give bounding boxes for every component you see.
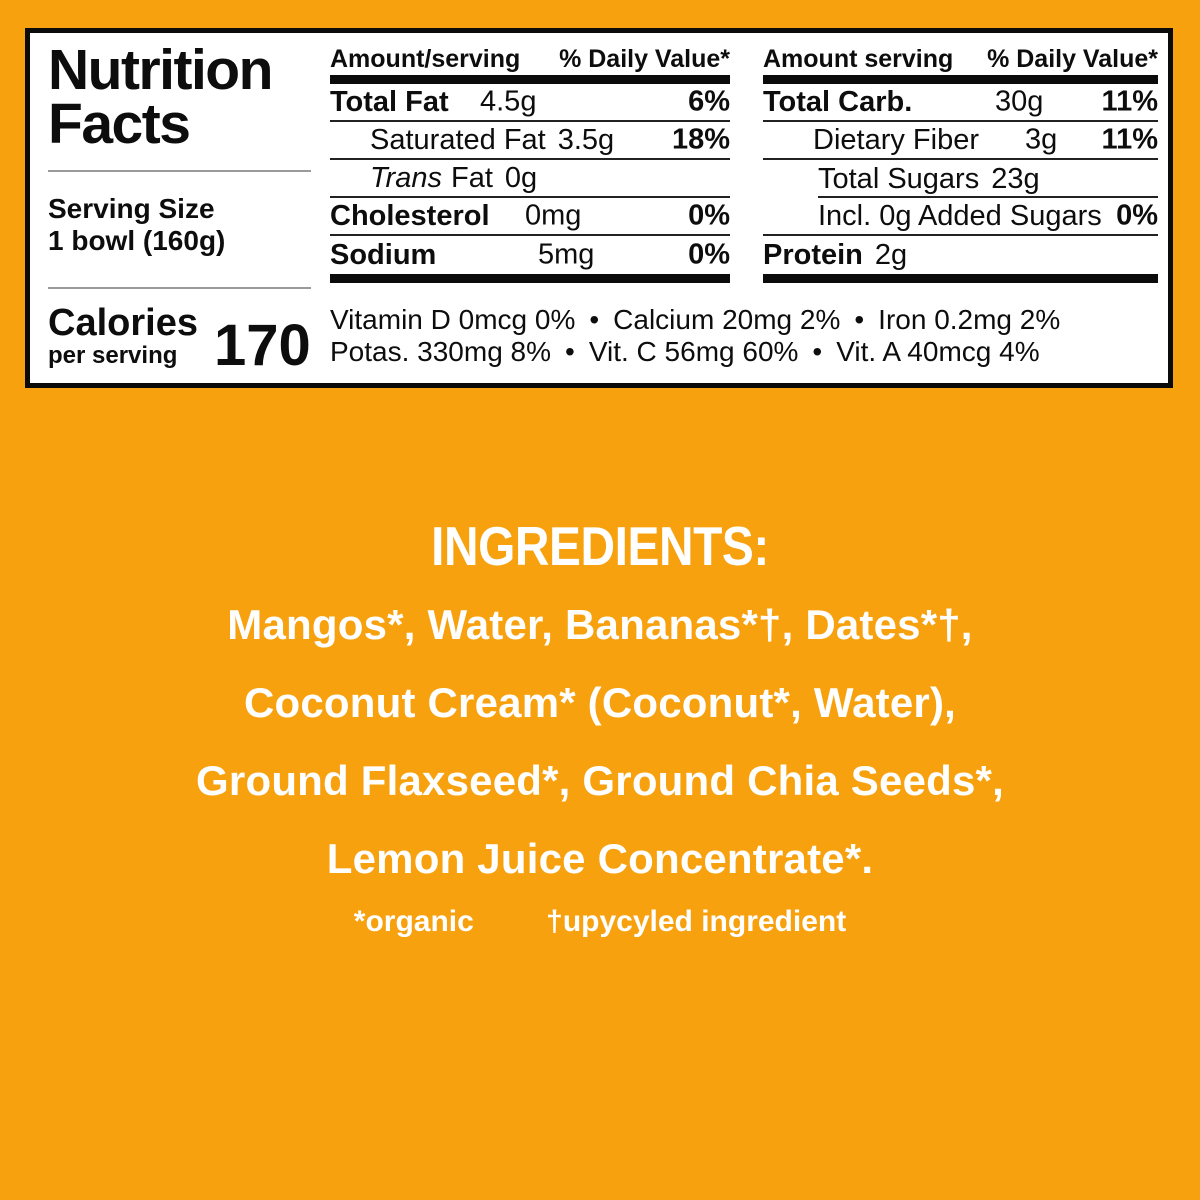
column-header: Amount/serving % Daily Value* [330,45,730,75]
micronutrients-line-1: Vitamin D 0mcg 0% • Calcium 20mg 2% • Ir… [330,304,1061,335]
serving-size-label: Serving Size [48,193,215,224]
nutrient-row-cholesterol: Cholesterol 0mg 0% [330,198,730,236]
nutrient-name: Saturated Fat [370,123,546,156]
nutrient-row-total-sugars: Total Sugars 23g [763,160,1158,198]
nutrient-name: Total Carb. [763,85,913,118]
micronutrients-block: Vitamin D 0mcg 0% • Calcium 20mg 2% • Ir… [330,304,1162,368]
column-header: Amount serving % Daily Value* [763,45,1158,75]
thick-rule [330,75,730,84]
nutrient-amount: 0g [504,161,538,194]
nutrient-column-carb: Amount serving % Daily Value* Total Carb… [763,45,1158,283]
calories-block: Calories per serving 170 [48,304,311,378]
nutrient-amount: 30g [995,85,1044,118]
nutrient-name: Dietary Fiber [813,123,979,156]
footnote-upcycled: †upycyled ingredient [546,905,847,938]
nutrient-row-protein: Protein 2g [763,236,1158,274]
daily-value: 18% [671,123,730,156]
nutrient-name: Cholesterol [330,199,490,232]
ingredients-footnote: *organic †upycyled ingredient [0,905,1200,939]
amount-serving-header: Amount serving [763,45,954,73]
divider [48,170,311,172]
ingredients-line: Coconut Cream* (Coconut*, Water), [243,679,957,726]
daily-value-header: % Daily Value* [987,45,1158,73]
amount-serving-header: Amount/serving [330,45,521,73]
thick-rule [330,274,730,283]
nutrient-amount: 2g [874,238,908,271]
title-line-1: Nutrition [48,38,273,102]
nutrient-name: Total Sugars [818,162,980,195]
nutrient-row-added-sugars: Incl. 0g Added Sugars 0% [763,198,1158,236]
micronutrients-line-2: Potas. 330mg 8% • Vit. C 56mg 60% • Vit.… [330,336,1040,367]
nutrient-row-saturated-fat: Saturated Fat 3.5g 18% [330,122,730,160]
ingredients-list: Mangos*, Water, Bananas*†, Dates*†, Coco… [0,586,1200,898]
calories-value: 170 [213,313,311,378]
nutrient-row-total-carb: Total Carb. 30g 11% [763,84,1158,122]
nutrient-amount: 5mg [538,238,595,271]
nutrient-row-trans-fat: Trans Fat 0g [330,160,730,198]
nutrient-name-italic: Trans [370,161,442,194]
nutrient-amount: 3g [1025,123,1058,156]
nutrient-name: Sodium [330,238,437,271]
calories-labels: Calories per serving [48,304,198,369]
divider [48,287,311,289]
nutrient-name: Total Fat [330,85,449,118]
title-line-2: Facts [48,92,191,156]
daily-value-header: % Daily Value* [559,45,730,73]
nutrient-row-sodium: Sodium 5mg 0% [330,236,730,274]
daily-value: 0% [688,199,730,232]
calories-label: Calories [48,302,198,344]
nutrient-amount: 23g [991,162,1040,195]
nutrient-amount: 0mg [525,199,582,232]
thick-rule [763,274,1158,283]
nutrition-facts-title: Nutrition Facts [48,38,320,156]
serving-size-value: 1 bowl (160g) [48,225,226,256]
daily-value: 0% [1116,199,1158,232]
nutrition-facts-panel: Nutrition Facts Serving Size 1 bowl (160… [25,28,1173,388]
ingredients-heading: INGREDIENTS: [431,515,769,577]
ingredients-line: Ground Flaxseed*, Ground Chia Seeds*, [196,757,1004,804]
nutrient-amount: 3.5g [557,123,615,156]
nutrient-name: Incl. 0g Added Sugars [818,199,1102,232]
panel-left-column: Nutrition Facts [48,35,320,156]
nutrient-name: Fat [450,161,493,194]
nutrient-row-total-fat: Total Fat 4.5g 6% [330,84,730,122]
nutrient-name: Protein [763,238,863,271]
footnote-organic: *organic [353,905,474,938]
daily-value: 6% [688,85,730,118]
ingredients-line: Lemon Juice Concentrate*. [326,835,874,882]
thick-rule [763,75,1158,84]
daily-value: 0% [688,238,730,271]
nutrient-column-fat: Amount/serving % Daily Value* Total Fat … [330,45,730,283]
ingredients-line: Mangos*, Water, Bananas*†, Dates*†, [227,601,973,648]
daily-value: 11% [1101,123,1158,156]
nutrient-amount: 4.5g [480,85,537,118]
calories-per-serving-label: per serving [48,342,178,369]
daily-value: 11% [1101,85,1158,118]
serving-size: Serving Size 1 bowl (160g) [48,193,225,257]
nutrient-row-dietary-fiber: Dietary Fiber 3g 11% [763,122,1158,160]
